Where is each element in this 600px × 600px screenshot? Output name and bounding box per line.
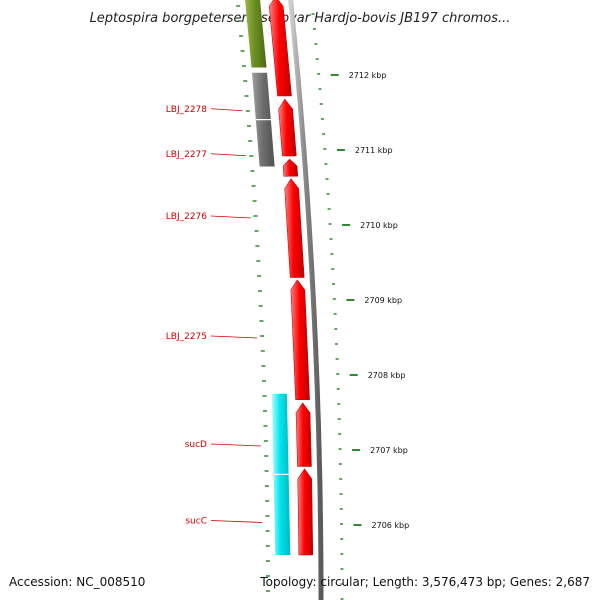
gene-leader-LBJ_2278 xyxy=(210,108,243,112)
gene-leader-LBJ_2275 xyxy=(210,335,258,339)
scale-tick-label-5: 2707 kbp xyxy=(370,446,408,455)
forward-cds-0 xyxy=(268,0,292,97)
forward-cds-1 xyxy=(278,98,297,157)
gene-label-sucD[interactable]: sucD xyxy=(185,440,207,450)
gene-label-LBJ_2276[interactable]: LBJ_2276 xyxy=(166,212,208,222)
topology-text: Topology: circular; Length: 3,576,473 bp… xyxy=(260,575,590,589)
gene-leader-sucC xyxy=(210,520,263,523)
gene-leader-LBJ_2276 xyxy=(210,215,251,219)
forward-cds-2 xyxy=(282,158,299,177)
scale-tick-label-1: 2711 kbp xyxy=(355,146,393,155)
reverse-cds-0 xyxy=(245,0,267,68)
scale-tick-label-2: 2710 kbp xyxy=(360,221,398,230)
gene-label-LBJ_2277[interactable]: LBJ_2277 xyxy=(166,150,207,160)
scale-ticks: 2712 kbp 2711 kbp 2710 kbp 2709 kbp 2708 kbp… xyxy=(330,71,410,530)
gene-labels: LBJ_2278 LBJ_2277 LBJ_2276 LBJ_2275 sucD sucC xyxy=(166,105,263,527)
forward-cds-5 xyxy=(295,402,312,467)
forward-cds-4 xyxy=(290,279,310,400)
scale-tick-label-3: 2709 kbp xyxy=(364,296,402,305)
backbone-line xyxy=(288,0,324,600)
map-title: Leptospira borgpetersenii serovar Hardjo… xyxy=(89,11,511,26)
gene-label-LBJ_2275[interactable]: LBJ_2275 xyxy=(166,332,207,342)
scale-tick-label-4: 2708 kbp xyxy=(368,371,406,380)
forward-strand-track xyxy=(268,0,314,556)
accession-text: Accession: NC_008510 xyxy=(9,575,146,589)
forward-cds-6 xyxy=(297,468,314,556)
gene-label-sucC[interactable]: sucC xyxy=(185,517,207,527)
gc-skew-ticks xyxy=(236,5,344,600)
scale-tick-label-6: 2706 kbp xyxy=(372,521,410,530)
scale-tick-label-0: 2712 kbp xyxy=(349,71,387,80)
gene-leader-sucD xyxy=(210,443,261,447)
gene-label-LBJ_2278[interactable]: LBJ_2278 xyxy=(166,105,208,115)
forward-cds-3 xyxy=(284,178,305,278)
gene-leader-LBJ_2277 xyxy=(210,153,247,157)
reverse-strand-track xyxy=(245,0,291,555)
backbone-ring xyxy=(288,0,324,600)
